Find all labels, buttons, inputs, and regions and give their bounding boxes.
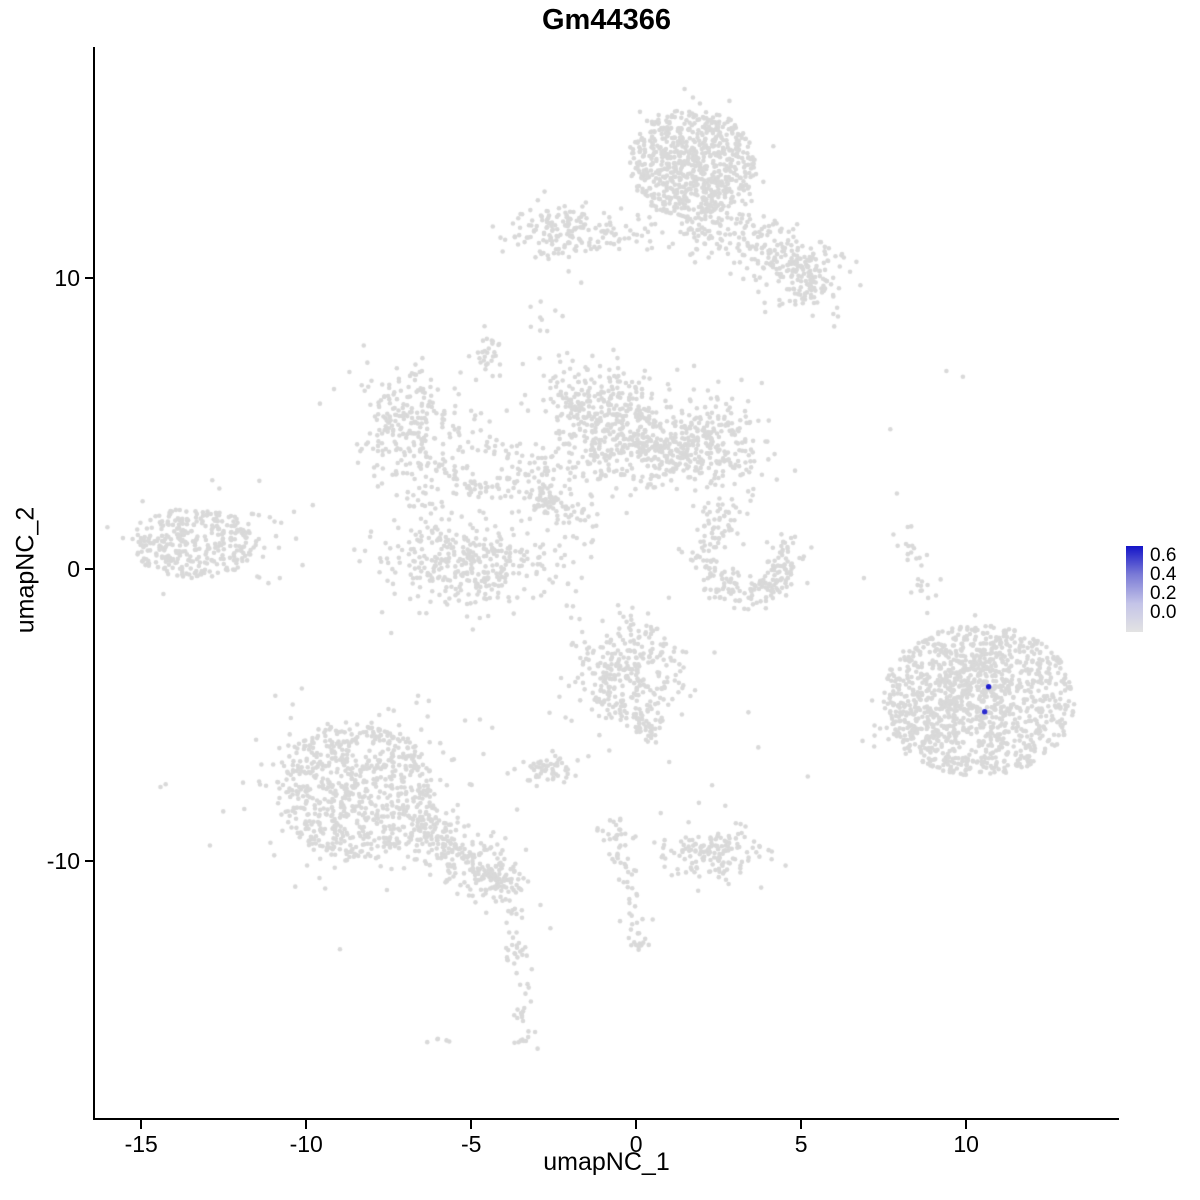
y-tick-mark	[85, 276, 94, 279]
y-tick-label: 10	[54, 264, 80, 291]
plot-title: Gm44366	[542, 4, 671, 36]
x-tick-mark	[305, 1120, 308, 1129]
colorbar-gradient	[1126, 546, 1143, 632]
x-tick-label: -15	[124, 1131, 158, 1157]
x-tick-mark	[140, 1120, 143, 1129]
colorbar-tick-label: 0.2	[1150, 583, 1177, 604]
x-tick-label: -5	[460, 1131, 482, 1157]
colorbar-tick-label: 0.4	[1150, 564, 1177, 585]
y-tick-mark	[85, 860, 94, 863]
x-tick-mark	[635, 1120, 638, 1129]
y-tick-label: 0	[67, 556, 80, 583]
x-tick-label: -10	[289, 1131, 323, 1157]
x-tick-mark	[470, 1120, 473, 1129]
x-tick-mark	[965, 1120, 968, 1129]
colorbar-tick-label: 0.6	[1150, 545, 1177, 566]
y-axis-label: umapNC_2	[11, 506, 40, 634]
x-tick-mark	[800, 1120, 803, 1129]
colorbar-tick-label: 0.0	[1150, 602, 1177, 623]
x-tick-label: 10	[953, 1131, 979, 1157]
x-tick-label: 5	[794, 1131, 808, 1157]
x-tick-label: 0	[629, 1131, 643, 1157]
y-tick-mark	[85, 568, 94, 571]
y-axis-line	[93, 47, 95, 1120]
x-axis-label: umapNC_1	[543, 1148, 670, 1176]
y-tick-label: -10	[46, 848, 80, 875]
x-axis-line	[93, 1118, 1119, 1120]
